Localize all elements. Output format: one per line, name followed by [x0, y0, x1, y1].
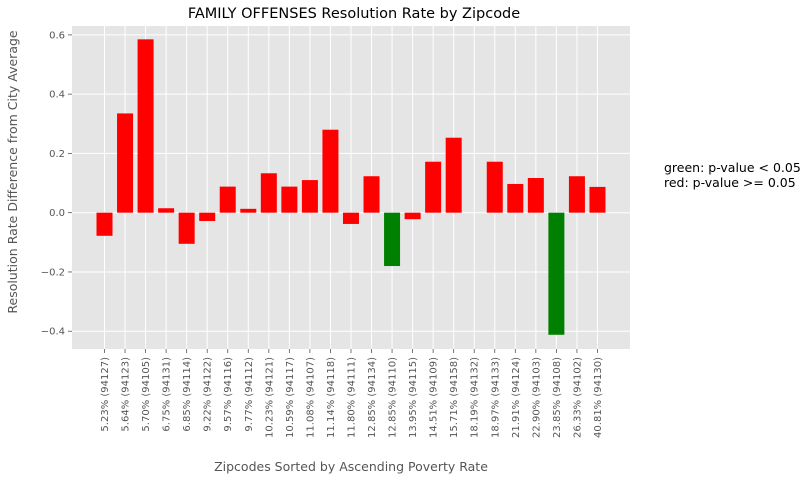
x-tick-label: 9.77% (94112) — [244, 357, 255, 432]
x-tick-label: 22.90% (94103) — [531, 357, 542, 438]
green-note: green: p-value < 0.05 — [664, 160, 801, 175]
x-tick-label: 21.91% (94124) — [511, 357, 522, 438]
x-tick-label: 18.97% (94133) — [490, 357, 501, 438]
bar-15-71-94158 — [445, 137, 462, 213]
y-tick-label: 0.2 — [49, 149, 65, 160]
x-tick-label: 40.81% (94130) — [593, 357, 604, 438]
bar-14-51-94109 — [425, 161, 442, 213]
bar-5-70-94105 — [137, 39, 154, 213]
x-tick-label: 9.22% (94122) — [203, 357, 214, 432]
bar-5-23-94127 — [96, 212, 113, 236]
bar-18-97-94133 — [486, 161, 503, 213]
bars-group — [96, 39, 606, 335]
y-tick-label: 0.6 — [49, 30, 65, 41]
x-tick-label: 18.19% (94132) — [470, 357, 481, 438]
x-tick-label: 15.71% (94158) — [449, 357, 460, 438]
y-tick-label: −0.4 — [41, 327, 65, 338]
x-tick-label: 6.75% (94131) — [162, 357, 173, 432]
bar-23-85-94108 — [548, 212, 565, 335]
x-tick-label: 10.59% (94117) — [285, 357, 296, 438]
x-axis-label: Zipcodes Sorted by Ascending Poverty Rat… — [214, 459, 488, 474]
x-tick-label: 12.85% (94110) — [388, 357, 399, 438]
bar-13-95-94115 — [404, 212, 421, 220]
bar-6-85-94114 — [178, 212, 195, 244]
bar-12-85-94110 — [384, 212, 401, 267]
y-axis-label: Resolution Rate Difference from City Ave… — [5, 30, 20, 314]
x-tick-label: 5.23% (94127) — [100, 357, 111, 432]
y-axis-ticks: −0.4 −0.2 0.0 0.2 0.4 0.6 — [41, 30, 72, 338]
bar-10-23-94121 — [260, 173, 277, 213]
bar-12-85-94134 — [363, 176, 380, 213]
bar-26-33-94102 — [568, 176, 585, 213]
x-tick-label: 12.85% (94134) — [367, 357, 378, 438]
x-tick-label: 10.23% (94121) — [264, 357, 275, 438]
y-tick-label: 0.0 — [49, 208, 65, 219]
x-tick-label: 6.85% (94114) — [182, 357, 193, 432]
x-tick-label: 11.08% (94107) — [305, 357, 316, 438]
x-tick-label: 26.33% (94102) — [572, 357, 583, 438]
x-axis-ticks: 5.23% (94127) 5.64% (94123) 5.70% (94105) 6… — [100, 349, 604, 438]
x-tick-label: 5.64% (94123) — [121, 357, 132, 432]
x-tick-label: 11.80% (94111) — [346, 357, 357, 438]
chart-title: FAMILY OFFENSES Resolution Rate by Zipco… — [188, 6, 520, 22]
bar-40-81-94130 — [589, 186, 606, 213]
y-tick-label: 0.4 — [49, 90, 65, 101]
bar-9-77-94112 — [240, 208, 257, 213]
bar-9-22-94122 — [199, 212, 216, 221]
bar-11-08-94107 — [301, 180, 318, 213]
x-tick-label: 13.95% (94115) — [408, 357, 419, 438]
red-note: red: p-value >= 0.05 — [664, 175, 796, 190]
x-tick-label: 23.85% (94108) — [552, 357, 563, 438]
bar-11-80-94111 — [342, 212, 359, 224]
bar-9-57-94116 — [219, 186, 236, 213]
y-tick-label: −0.2 — [41, 267, 65, 278]
bar-5-64-94123 — [117, 113, 134, 213]
bar-11-14-94118 — [322, 129, 339, 213]
x-tick-label: 11.14% (94118) — [326, 357, 337, 438]
x-tick-label: 9.57% (94116) — [223, 357, 234, 432]
bar-10-59-94117 — [281, 186, 298, 213]
x-tick-label: 14.51% (94109) — [429, 357, 440, 438]
x-tick-label: 5.70% (94105) — [141, 357, 152, 432]
bar-6-75-94131 — [158, 208, 175, 213]
bar-21-91-94124 — [507, 183, 524, 213]
significance-note: green: p-value < 0.05 red: p-value >= 0.… — [664, 160, 801, 190]
bar-22-90-94103 — [527, 178, 544, 213]
